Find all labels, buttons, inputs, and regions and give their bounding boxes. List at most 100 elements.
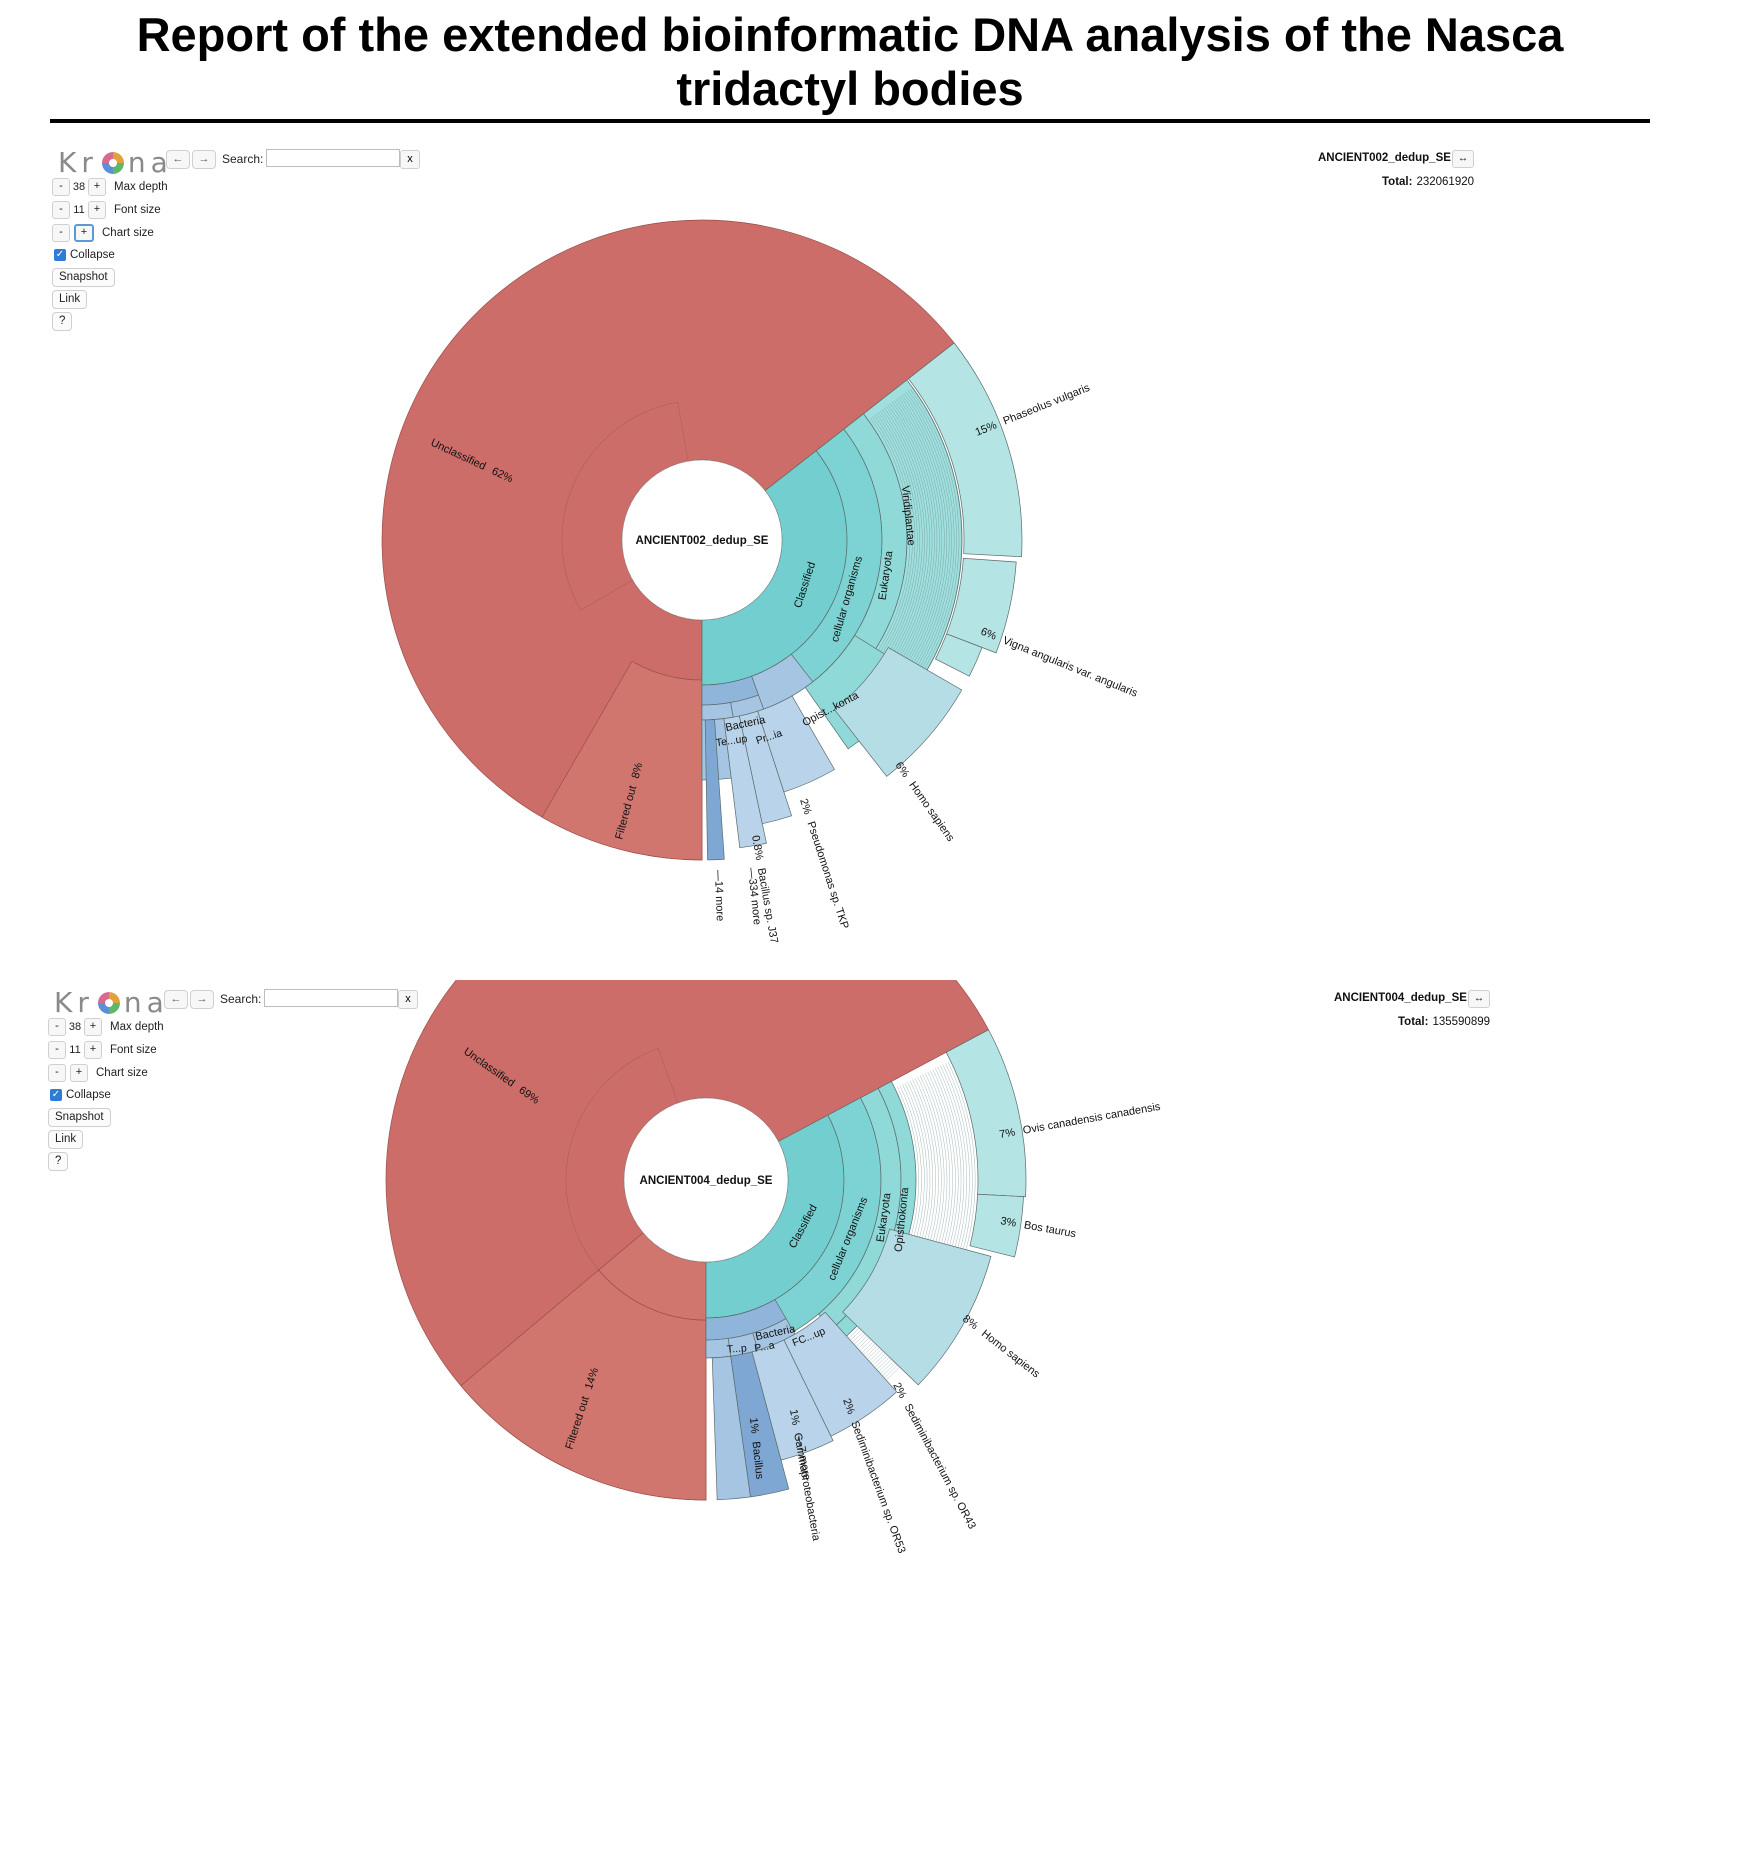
label-334-more: —334 more (745, 867, 763, 925)
sunburst-center[interactable] (621, 459, 783, 621)
total-value: 232061920 (1416, 176, 1475, 188)
search-label: Search: (220, 992, 262, 1006)
total-label: Total: (1398, 1016, 1429, 1028)
sunburst-chart-2: ANCIENT004_dedup_SE Unclassified69% Filt… (385, 980, 1162, 1555)
max-depth-increase-button[interactable]: + (84, 1018, 102, 1036)
slice-homo-sapiens[interactable] (842, 1228, 992, 1386)
back-button[interactable]: ← (166, 150, 190, 169)
link-button[interactable]: Link (52, 290, 88, 309)
max-depth-control: - 38 + Max depth (52, 178, 168, 196)
chart-size-control: - + Chart size (52, 224, 154, 242)
krona-wheel-icon (101, 151, 124, 174)
logo-text-left: Kr (58, 146, 98, 179)
link-button[interactable]: Link (48, 1130, 84, 1149)
font-size-label: Font size (110, 1044, 157, 1056)
krona-wheel-icon (97, 991, 120, 1014)
max-depth-control: - 38 + Max depth (48, 1018, 164, 1036)
font-size-decrease-button[interactable]: - (48, 1041, 66, 1059)
label-bacteria-sub-a: Te...up (715, 733, 748, 749)
help-button[interactable]: ? (52, 312, 73, 331)
search-input[interactable] (266, 149, 400, 167)
collapse-checkbox[interactable]: ✓ (54, 249, 66, 261)
search-input[interactable] (264, 989, 398, 1007)
total-value: 135590899 (1432, 1016, 1491, 1028)
collapse-label: Collapse (66, 1089, 111, 1101)
slice-filtered-out[interactable] (541, 660, 703, 861)
label-14-more: —14 more (712, 870, 726, 922)
dataset-swap-button[interactable]: ↔ (1452, 150, 1474, 168)
slice-bacteria-dense (704, 719, 725, 861)
total-readout: Total: 135590899 (1398, 1016, 1490, 1028)
font-size-increase-button[interactable]: + (88, 201, 106, 219)
total-label: Total: (1382, 176, 1413, 188)
max-depth-decrease-button[interactable]: - (48, 1018, 66, 1036)
slice-sediminibacterium-or53[interactable] (751, 1339, 834, 1461)
slice-bacillus-sp-j37[interactable] (723, 715, 767, 849)
label-homo-sapiens: 6%Homo sapiens (893, 760, 957, 844)
logo-text-right: na (123, 986, 169, 1019)
page-title-line-1: Report of the extended bioinformatic DNA… (136, 8, 1564, 61)
font-size-decrease-button[interactable]: - (52, 201, 70, 219)
snapshot-button[interactable]: Snapshot (48, 1108, 111, 1127)
help-button[interactable]: ? (48, 1152, 69, 1171)
collapse-control[interactable]: ✓ Collapse (50, 1086, 111, 1104)
font-size-value: 11 (73, 204, 85, 216)
font-size-control: - 11 + Font size (52, 201, 161, 219)
max-depth-decrease-button[interactable]: - (52, 178, 70, 196)
dataset-swap-button[interactable]: ↔ (1468, 990, 1490, 1008)
label-bacillus: 1%Bacillus (747, 1417, 765, 1480)
search-clear-button[interactable]: x (400, 150, 420, 169)
max-depth-label: Max depth (110, 1021, 164, 1033)
center-label: ANCIENT002_dedup_SE (636, 535, 769, 547)
slice-bacteria-sub-a[interactable] (701, 702, 734, 721)
chart-size-increase-button[interactable]: + (70, 1064, 88, 1082)
search-clear-button[interactable]: x (398, 990, 418, 1009)
slice-homo-sapiens[interactable] (833, 647, 963, 777)
slice-sediminibacterium-or43[interactable] (783, 1311, 898, 1437)
krona-panel-1: Kr na ← → Search: x - 38 + Max depth - 1… (0, 140, 1758, 970)
page-title-line-2: tridactyl bodies (676, 62, 1024, 115)
label-pseudomonas-sp-tkp: 2%Pseudomonas sp. TKP (797, 797, 851, 930)
krona-panel-2: Kr na ← → Search: x - 38 + Max depth - 1… (0, 980, 1758, 1810)
sunburst-2-marks (385, 980, 1027, 1501)
max-depth-label: Max depth (114, 181, 168, 193)
font-size-control: - 11 + Font size (48, 1041, 157, 1059)
page-title: Report of the extended bioinformatic DNA… (0, 8, 1700, 116)
krona-logo: Kr na (58, 146, 173, 179)
forward-button[interactable]: → (190, 990, 214, 1009)
slice-bos-taurus[interactable] (969, 1193, 1024, 1258)
chart-size-increase-button[interactable]: + (74, 224, 94, 242)
slice-phaseolus-vulgaris[interactable] (907, 342, 1023, 558)
font-size-value: 11 (69, 1044, 81, 1056)
chart-size-control: - + Chart size (48, 1064, 148, 1082)
collapse-label: Collapse (70, 249, 115, 261)
total-readout: Total: 232061920 (1382, 176, 1474, 188)
chart-size-decrease-button[interactable]: - (48, 1064, 66, 1082)
logo-text-right: na (127, 146, 173, 179)
chart-size-label: Chart size (102, 227, 154, 239)
collapse-control[interactable]: ✓ Collapse (54, 246, 115, 264)
label-sediminibacterium-or43: 2%Sediminibacterium sp. OR43 (890, 1381, 978, 1531)
snapshot-button[interactable]: Snapshot (52, 268, 115, 287)
slice-gammaproteobacteria[interactable] (730, 1351, 790, 1498)
label-ovis-canadensis: 7% Ovis canadensis canadensis (998, 1101, 1161, 1141)
forward-button[interactable]: → (192, 150, 216, 169)
sunburst-1-marks (381, 219, 1023, 861)
center-label: ANCIENT004_dedup_SE (640, 1175, 773, 1187)
logo-text-left: Kr (54, 986, 94, 1019)
chart-size-decrease-button[interactable]: - (52, 224, 70, 242)
font-size-increase-button[interactable]: + (84, 1041, 102, 1059)
back-button[interactable]: ← (164, 990, 188, 1009)
max-depth-increase-button[interactable]: + (88, 178, 106, 196)
title-divider (50, 119, 1650, 123)
collapse-checkbox[interactable]: ✓ (50, 1089, 62, 1101)
sunburst-chart-1: ANCIENT002_dedup_SE Unclassified62% Filt… (381, 219, 1140, 944)
max-depth-value: 38 (68, 1021, 82, 1033)
sunburst-center[interactable] (623, 1097, 789, 1263)
label-7-more: —7 more (793, 1434, 813, 1481)
label-homo-sapiens: 8%Homo sapiens (960, 1313, 1042, 1381)
label-bacteria-sub-a: T...p (726, 1342, 747, 1355)
search-label: Search: (222, 152, 264, 166)
slice-bacillus[interactable] (711, 1355, 751, 1501)
font-size-label: Font size (114, 204, 161, 216)
